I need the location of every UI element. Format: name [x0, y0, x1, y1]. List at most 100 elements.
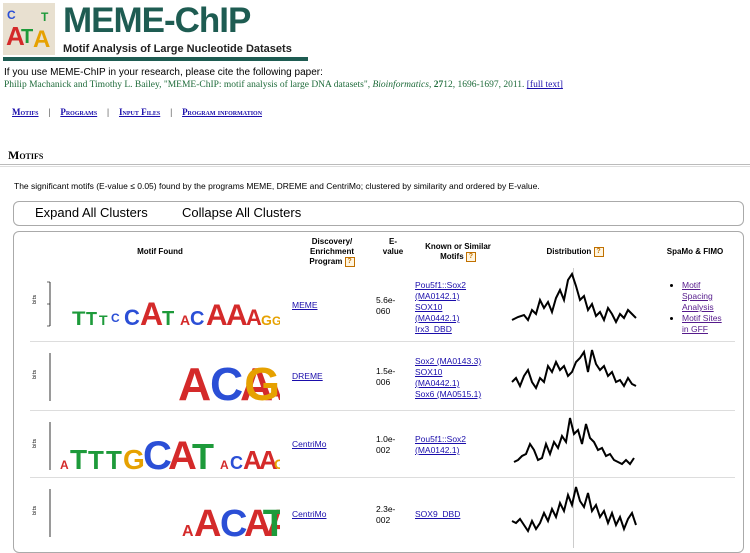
header-known-line1: Known or Similar [425, 242, 491, 251]
svg-text:T: T [41, 10, 49, 24]
citation-issue: 12 [443, 80, 453, 90]
svg-text:A: A [140, 296, 163, 332]
known-motif-link[interactable]: Pou5f1::Sox2 [415, 434, 467, 444]
header-program: Discovery/ Enrichment Program ? [292, 237, 372, 267]
evalue: 5.6e- 060 [376, 295, 404, 317]
svg-text:G: G [123, 444, 145, 475]
svg-text:A: A [6, 21, 25, 51]
known-motif-link[interactable]: (MA0142.1) [415, 445, 460, 455]
svg-text:A: A [168, 434, 197, 476]
evalue-line2: 002 [376, 445, 391, 455]
citation-volume: 27 [433, 80, 444, 90]
motif-sites-gff-link[interactable]: Motif Sites in GFF [682, 313, 722, 334]
known-motif-link[interactable]: Sox6 (MA0515.1) [415, 389, 482, 399]
program-link-centrimo[interactable]: CentriMo [292, 509, 327, 519]
nav-bar: Motifs | Programs | Input Files | Program info… [6, 107, 268, 117]
header-motif-found: Motif Found [137, 247, 183, 256]
help-icon[interactable]: ? [593, 247, 604, 257]
section-description: The significant motifs (E-value ≤ 0.05) … [14, 181, 540, 191]
axis-label: bits [32, 438, 38, 448]
known-motif-link[interactable]: Irx3_DBD [415, 324, 452, 334]
svg-text:C: C [220, 503, 247, 543]
svg-text:C: C [124, 305, 140, 330]
known-motifs-list: Sox2 (MA0143.3) SOX10 (MA0442.1) Sox6 (M… [415, 356, 481, 400]
meme-logo-icon: A T A C T [3, 3, 55, 55]
evalue-line2: 006 [376, 377, 391, 387]
expand-all-clusters-button[interactable]: Expand All Clusters [35, 205, 148, 220]
help-icon[interactable]: ? [465, 252, 476, 262]
program-link-centrimo[interactable]: CentriMo [292, 439, 327, 449]
svg-text:G: G [272, 314, 280, 328]
known-motifs-list: SOX9_DBD [415, 509, 460, 520]
svg-text:T: T [106, 445, 122, 475]
distribution-plot[interactable] [510, 414, 640, 474]
known-motif-link[interactable]: Sox2 (MA0143.3) [415, 356, 482, 366]
svg-text:A: A [244, 503, 271, 543]
evalue-line1: 1.5e- [376, 366, 396, 376]
header-known-line2: Motifs ? [410, 252, 506, 262]
header-program-line2: Enrichment [309, 247, 354, 256]
distribution-plot[interactable] [510, 483, 640, 543]
motif-logo: bits A T T T G C A T A C A A G [32, 422, 280, 476]
program-link-meme[interactable]: MEME [292, 300, 318, 310]
row-divider [30, 410, 735, 411]
known-motif-link[interactable]: (MA0442.1) [415, 378, 460, 388]
nav-programs[interactable]: Programs [60, 107, 98, 117]
citation-intro: If you use MEME-ChIP in your research, p… [4, 67, 323, 78]
evalue-line1: 2.3e- [376, 504, 396, 514]
nav-input-files[interactable]: Input Files [118, 107, 161, 117]
svg-text:G: G [274, 456, 280, 472]
known-motif-link[interactable]: SOX9_DBD [415, 509, 461, 519]
svg-text:A: A [206, 299, 228, 332]
known-motif-link[interactable]: (MA0442.1) [415, 313, 460, 323]
app-title: MEME-ChIP [63, 1, 251, 40]
program-link-dreme[interactable]: DREME [292, 371, 323, 381]
distribution-center-line [573, 268, 574, 548]
citation-reference: Philip Machanick and Timothy L. Bailey, … [4, 80, 563, 90]
known-motifs-list: Pou5f1::Sox2 (MA0142.1) [415, 434, 466, 456]
svg-text:T: T [21, 26, 33, 48]
svg-text:A: A [246, 305, 262, 330]
known-motif-link[interactable]: SOX10 [415, 302, 443, 312]
axis-label: bits [32, 294, 38, 304]
collapse-all-clusters-button[interactable]: Collapse All Clusters [182, 205, 302, 220]
svg-text:A: A [220, 458, 229, 472]
full-text-link[interactable]: [full text] [526, 80, 563, 90]
svg-text:A: A [33, 26, 50, 53]
evalue: 1.0e- 002 [376, 434, 404, 456]
evalue-line1: 1.0e- [376, 434, 396, 444]
distribution-plot[interactable] [510, 342, 640, 402]
svg-text:T: T [88, 445, 104, 475]
svg-text:C: C [7, 8, 16, 22]
header-distribution-label: Distribution [546, 247, 592, 257]
known-motifs-list: Pou5f1::Sox2 (MA0142.1) SOX10 (MA0442.1)… [415, 280, 466, 335]
citation-authors: Philip Machanick and Timothy L. Bailey, … [4, 80, 373, 90]
help-icon[interactable]: ? [344, 257, 355, 267]
svg-text:A: A [243, 445, 262, 475]
spamo-link-line: Analysis [682, 302, 714, 312]
svg-text:A: A [180, 312, 190, 328]
known-motif-link[interactable]: Pou5f1::Sox2 [415, 280, 467, 290]
header-known-label: Motifs [440, 252, 464, 262]
motif-spacing-analysis-link[interactable]: Motif Spacing Analysis [682, 280, 714, 312]
svg-text:T: T [70, 444, 87, 475]
svg-text:A: A [266, 503, 280, 543]
svg-text:T: T [192, 436, 214, 476]
known-motif-link[interactable]: (MA0142.1) [415, 291, 460, 301]
header-program-line3: Program ? [292, 257, 372, 267]
header-program-label: Program [309, 257, 343, 267]
header-spamo-fimo: SpaMo & FIMO [666, 247, 724, 256]
known-motif-link[interactable]: SOX10 [415, 367, 443, 377]
nav-motifs[interactable]: Motifs [12, 107, 39, 117]
evalue-line1: 5.6e- [376, 295, 396, 305]
nav-program-information[interactable]: Program information [182, 107, 263, 117]
header-evalue-line2: value [382, 247, 404, 256]
distribution-plot[interactable] [510, 270, 640, 330]
svg-text:T: T [86, 309, 97, 329]
svg-text:C: C [143, 434, 172, 476]
svg-text:T: T [263, 503, 280, 543]
svg-text:A: A [268, 383, 280, 405]
section-title: Motifs [8, 148, 44, 162]
header-program-line1: Discovery/ [311, 237, 353, 246]
